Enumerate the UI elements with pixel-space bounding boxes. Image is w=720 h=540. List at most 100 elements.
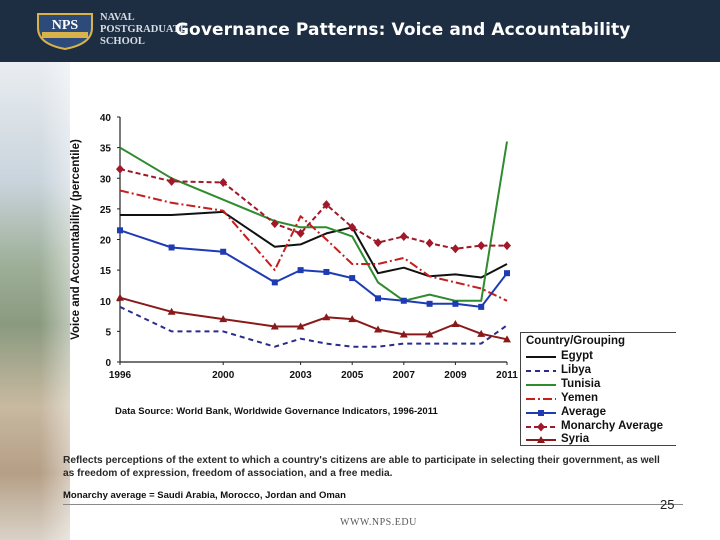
data-point-monarchy-average (477, 241, 486, 251)
data-point-average (504, 270, 510, 277)
data-point-monarchy-average (322, 200, 331, 210)
legend-swatch-syria (526, 436, 556, 444)
y-tick-label: 10 (100, 297, 112, 308)
series-line-tunisia (119, 141, 508, 302)
slide-title: Governance Patterns: Voice and Accountab… (175, 20, 631, 40)
data-point-average (375, 295, 381, 302)
data-point-average (426, 300, 433, 307)
data-point-average (168, 244, 175, 251)
legend-item-monarchy-average: Monarchy Average (525, 420, 685, 434)
x-tick-label: 2009 (444, 370, 467, 381)
legend-swatch-libya (526, 369, 556, 372)
legend-swatch-egypt (526, 356, 556, 358)
x-tick-label: 2007 (393, 370, 416, 381)
data-point-monarchy-average (451, 244, 460, 254)
legend-label: Tunisia (561, 377, 601, 390)
data-point-monarchy-average (503, 241, 511, 251)
data-point-monarchy-average (116, 164, 124, 174)
legend-marker (537, 436, 545, 444)
definition-note: Reflects perceptions of the extent to wh… (63, 455, 660, 479)
legend-label: Average (561, 405, 606, 418)
data-point-monarchy-average (348, 222, 357, 232)
data-point-average (349, 275, 356, 282)
page-number: 25 (660, 497, 675, 512)
line-chart: Voice and Accountability (percentile) 0 5 1… (70, 113, 518, 381)
monarchy-note: Monarchy average = Saudi Arabia, Morocco… (63, 490, 346, 501)
y-tick-label: 25 (100, 205, 112, 216)
legend-label: Syria (561, 433, 590, 446)
legend-item-yemen: Yemen (525, 392, 685, 406)
legend-label: Yemen (561, 391, 599, 404)
legend-swatch-monarchy-average (526, 422, 556, 431)
nps-logo-icon: NPS (37, 13, 93, 50)
data-point-monarchy-average (425, 238, 434, 248)
data-point-average (297, 267, 304, 274)
x-tick-label: 2003 (289, 370, 312, 381)
chart-legend: Country/Grouping Egypt Libya Tunisia Yemen A… (520, 332, 676, 446)
data-point-syria (425, 330, 434, 338)
x-tick-label: 2011 (496, 370, 518, 381)
y-axis-label: Voice and Accountability (percentile) (70, 139, 82, 340)
y-tick-label: 15 (100, 266, 112, 277)
legend-marker (537, 422, 545, 431)
data-point-average (478, 303, 485, 310)
data-source: Data Source: World Bank, Worldwide Gover… (115, 406, 438, 417)
photo-fade (40, 62, 120, 540)
header-bar: NPS NAVAL POSTGRADUATE SCHOOL Governance… (0, 0, 720, 62)
legend-item-libya: Libya (525, 364, 685, 378)
footer-divider (63, 504, 683, 505)
series-line-egypt (120, 210, 508, 279)
y-tick-label: 35 (100, 144, 112, 155)
x-tick-label: 2000 (212, 370, 235, 381)
data-point-syria (219, 315, 228, 323)
data-point-syria (477, 329, 486, 337)
school-line: POSTGRADUATE (100, 24, 187, 35)
data-point-monarchy-average (167, 176, 176, 186)
series-line-average (119, 229, 508, 308)
legend-item-egypt: Egypt (525, 350, 685, 364)
legend-label: Egypt (561, 350, 593, 362)
legend-swatch-average (526, 409, 556, 416)
footer-url: WWW.NPS.EDU (340, 517, 417, 528)
data-point-syria (399, 330, 408, 338)
data-point-syria (116, 293, 124, 301)
data-point-syria (270, 322, 279, 330)
data-point-syria (503, 335, 511, 343)
legend-item-average: Average (525, 406, 685, 420)
series-line-yemen (119, 189, 508, 302)
data-point-monarchy-average (296, 228, 305, 238)
y-tick-label: 20 (100, 236, 112, 247)
x-tick-label: 2005 (341, 370, 364, 381)
data-point-average (220, 248, 227, 255)
x-tick-label: 1996 (109, 370, 132, 381)
legend-marker (538, 409, 544, 416)
data-point-average (452, 300, 459, 307)
y-tick-label: 40 (100, 113, 112, 124)
data-point-syria (322, 313, 331, 321)
legend-item-tunisia: Tunisia (525, 378, 685, 392)
y-tick-label: 0 (105, 358, 111, 369)
series-line-monarchy-average (119, 168, 507, 250)
y-tick-label: 5 (105, 327, 111, 338)
legend-swatch-tunisia (526, 383, 556, 386)
data-point-syria (451, 320, 460, 328)
data-point-monarchy-average (270, 219, 279, 229)
data-point-syria (348, 315, 357, 323)
data-point-monarchy-average (219, 178, 228, 188)
data-point-average (400, 297, 407, 304)
legend-label: Libya (561, 363, 592, 376)
legend-title: Country/Grouping (526, 335, 626, 347)
legend-item-syria: Syria (525, 433, 685, 447)
legend-swatch-yemen (526, 397, 556, 400)
data-point-average (323, 268, 330, 275)
data-point-monarchy-average (399, 231, 408, 241)
data-point-average (117, 227, 123, 234)
data-point-syria (296, 322, 305, 330)
data-point-syria (167, 307, 176, 315)
school-name: NAVAL POSTGRADUATE SCHOOL (100, 12, 187, 48)
data-point-syria (374, 325, 382, 333)
data-point-monarchy-average (374, 238, 382, 248)
y-tick-label: 30 (100, 174, 112, 185)
school-line: SCHOOL (100, 36, 145, 47)
series-line-libya (119, 305, 508, 348)
